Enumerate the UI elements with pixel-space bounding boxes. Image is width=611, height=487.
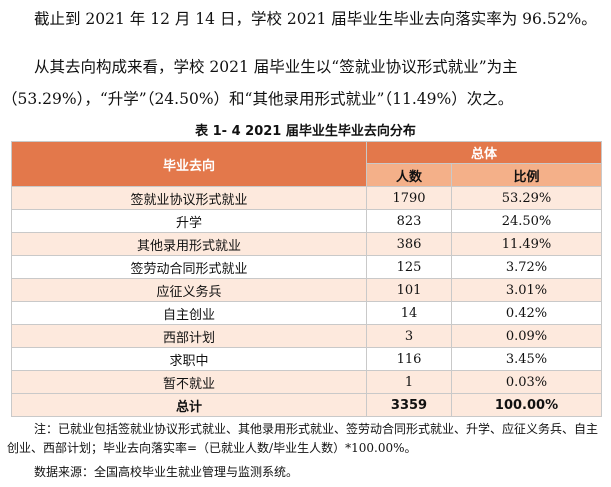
intro-line-1: 截止到 2021 年 12 月 14 日，学校 2021 届毕业生毕业去向落实率… <box>34 10 597 28</box>
table-row: 签劳动合同形式就业 125 3.72% <box>11 255 603 279</box>
cell-count: 101 <box>366 278 452 302</box>
intro-line-2: 从其去向构成来看，学校 2021 届毕业生以“签就业协议形式就业”为主 <box>34 58 518 76</box>
table-row: 西部计划 3 0.09% <box>11 324 603 348</box>
total-label: 总计 <box>11 393 367 417</box>
note-line-2: 创业、西部计划；毕业去向落实率=（已就业人数/毕业生人数）*100.00%。 <box>7 441 417 455</box>
data-source-note: 数据来源：全国高校毕业生就业管理与监测系统。 <box>34 465 299 479</box>
total-count: 3359 <box>366 393 452 417</box>
cell-ratio: 11.49% <box>450 232 603 256</box>
destination-table: 毕业去向 总体 人数 比例 签就业协议形式就业 1790 53.29% 升学 823 24… <box>11 141 603 417</box>
table-row: 签就业协议形式就业 1790 53.29% <box>11 186 603 210</box>
cell-ratio: 3.45% <box>450 347 603 371</box>
cell-destination: 签就业协议形式就业 <box>11 186 367 210</box>
cell-destination: 应征义务兵 <box>11 278 367 302</box>
table-row: 求职中 116 3.45% <box>11 347 603 371</box>
table-row: 应征义务兵 101 3.01% <box>11 278 603 302</box>
table-row: 自主创业 14 0.42% <box>11 301 603 325</box>
cell-ratio: 0.03% <box>450 370 603 394</box>
cell-ratio: 53.29% <box>450 186 603 210</box>
header-ratio: 比例 <box>450 163 603 187</box>
table-body: 签就业协议形式就业 1790 53.29% 升学 823 24.50% 其他录用形式就业 38… <box>11 186 603 417</box>
cell-destination: 其他录用形式就业 <box>11 232 367 256</box>
cell-ratio: 24.50% <box>450 209 603 233</box>
cell-count: 125 <box>366 255 452 279</box>
total-ratio: 100.00% <box>450 393 603 417</box>
cell-count: 823 <box>366 209 452 233</box>
cell-destination: 求职中 <box>11 347 367 371</box>
note-line-1: 注：已就业包括签就业协议形式就业、其他录用形式就业、签劳动合同形式就业、升学、应… <box>34 422 599 436</box>
cell-destination: 签劳动合同形式就业 <box>11 255 367 279</box>
header-count: 人数 <box>366 163 452 187</box>
cell-destination: 暂不就业 <box>11 370 367 394</box>
cell-ratio: 0.42% <box>450 301 603 325</box>
table-row: 暂不就业 1 0.03% <box>11 370 603 394</box>
table-row: 其他录用形式就业 386 11.49% <box>11 232 603 256</box>
cell-count: 1 <box>366 370 452 394</box>
cell-ratio: 3.01% <box>450 278 603 302</box>
table-total-row: 总计 3359 100.00% <box>11 393 603 417</box>
intro-line-3: （53.29%），“升学”（24.50%）和“其他录用形式就业”（11.49%）… <box>2 90 514 108</box>
cell-ratio: 0.09% <box>450 324 603 348</box>
table-row: 升学 823 24.50% <box>11 209 603 233</box>
cell-ratio: 3.72% <box>450 255 603 279</box>
cell-destination: 升学 <box>11 209 367 233</box>
table-caption: 表 1- 4 2021 届毕业生毕业去向分布 <box>195 124 416 139</box>
cell-count: 1790 <box>366 186 452 210</box>
cell-destination: 自主创业 <box>11 301 367 325</box>
header-total: 总体 <box>365 141 603 164</box>
cell-count: 386 <box>366 232 452 256</box>
header-destination: 毕业去向 <box>11 141 367 187</box>
cell-count: 116 <box>366 347 452 371</box>
cell-destination: 西部计划 <box>11 324 367 348</box>
cell-count: 14 <box>366 301 452 325</box>
cell-count: 3 <box>366 324 452 348</box>
